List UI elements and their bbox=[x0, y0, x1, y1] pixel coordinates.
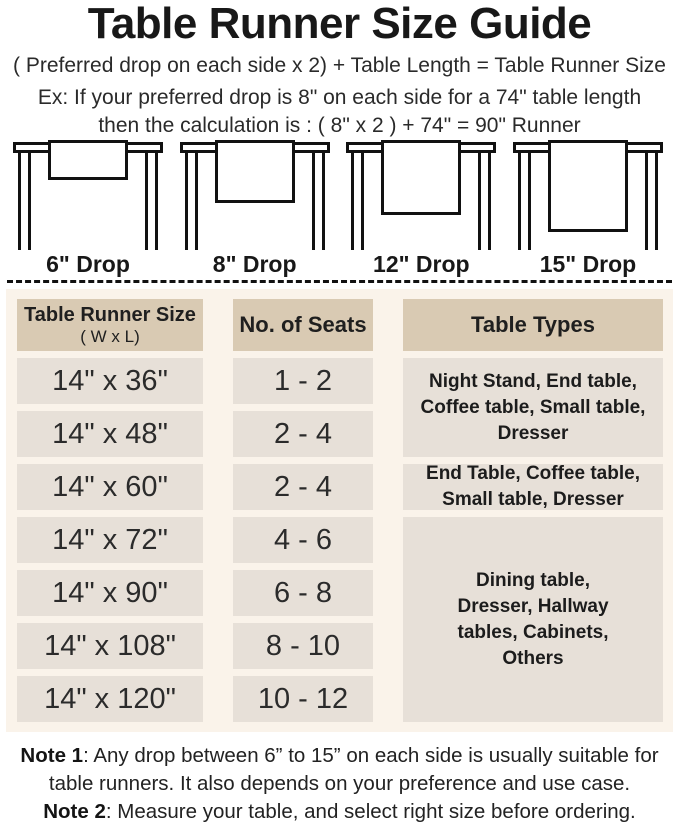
table-illustration-8-drop bbox=[179, 140, 330, 250]
note-2-text: : Measure your table, and select right s… bbox=[105, 800, 636, 823]
size-cell: 14" x 72" bbox=[17, 517, 203, 563]
formula-text: ( Preferred drop on each side x 2) + Tab… bbox=[13, 54, 666, 77]
drop-label-8: 8" Drop bbox=[212, 250, 297, 277]
size-guide-table: Table Runner Size ( W x L) No. of Seats … bbox=[6, 289, 673, 732]
table-types-cell: End Table, Coffee table, Small table, Dr… bbox=[403, 463, 663, 510]
page-title: Table Runner Size Guide bbox=[87, 0, 592, 48]
drop-labels-row: 6" Drop 8" Drop 12" Drop 15" Drop bbox=[0, 250, 679, 278]
size-cell: 14" x 90" bbox=[17, 570, 203, 616]
dashed-divider bbox=[7, 280, 672, 283]
table-leg bbox=[311, 153, 325, 250]
drop-illustrations bbox=[0, 140, 679, 250]
table-types-cell: Dining table, Dresser, Hallway tables, C… bbox=[403, 517, 663, 722]
notes-block: Note 1: Any drop between 6” to 15” on ea… bbox=[0, 742, 679, 826]
runner-shape bbox=[381, 140, 462, 215]
note-1-text: : Any drop between 6” to 15” on each sid… bbox=[48, 744, 659, 795]
note-1: Note 1: Any drop between 6” to 15” on ea… bbox=[0, 742, 679, 798]
seats-cell: 8 - 10 bbox=[233, 623, 373, 669]
column-header-runner-size-sub: ( W x L) bbox=[80, 327, 140, 346]
size-cell: 14" x 60" bbox=[17, 464, 203, 510]
table-types-cell: Night Stand, End table, Coffee table, Sm… bbox=[403, 358, 663, 457]
runner-shape bbox=[48, 140, 128, 180]
example-line-1: Ex: If your preferred drop is 8" on each… bbox=[37, 86, 642, 109]
table-leg bbox=[18, 153, 31, 250]
drop-label-12: 12" Drop bbox=[373, 250, 470, 277]
size-cell: 14" x 108" bbox=[17, 623, 203, 669]
table-leg bbox=[351, 153, 365, 250]
drop-label-15: 15" Drop bbox=[539, 250, 637, 277]
seats-cell: 2 - 4 bbox=[233, 411, 373, 457]
column-header-seats: No. of Seats bbox=[233, 299, 373, 351]
size-cell: 14" x 36" bbox=[17, 358, 203, 404]
column-header-runner-size-title: Table Runner Size bbox=[24, 304, 196, 326]
runner-shape bbox=[214, 140, 295, 203]
note-2: Note 2: Measure your table, and select r… bbox=[0, 798, 679, 826]
seats-cell: 1 - 2 bbox=[233, 358, 373, 404]
seats-cell: 2 - 4 bbox=[233, 464, 373, 510]
size-guide-grid: Table Runner Size ( W x L) No. of Seats … bbox=[17, 299, 673, 722]
table-leg bbox=[517, 153, 531, 250]
seats-cell: 10 - 12 bbox=[233, 676, 373, 722]
column-header-table-types: Table Types bbox=[403, 299, 663, 351]
note-1-label: Note 1 bbox=[20, 744, 84, 767]
table-leg bbox=[478, 153, 492, 250]
table-illustration-6-drop bbox=[13, 140, 163, 250]
table-illustration-15-drop bbox=[512, 140, 663, 250]
example-line-2: then the calculation is : ( 8" x 2 ) + 7… bbox=[98, 114, 581, 137]
size-cell: 14" x 120" bbox=[17, 676, 203, 722]
note-2-label: Note 2 bbox=[43, 800, 106, 823]
column-header-runner-size: Table Runner Size ( W x L) bbox=[17, 299, 203, 351]
drop-label-6: 6" Drop bbox=[46, 250, 130, 277]
table-leg bbox=[184, 153, 198, 250]
size-cell: 14" x 48" bbox=[17, 411, 203, 457]
runner-shape bbox=[547, 140, 628, 232]
table-illustration-12-drop bbox=[346, 140, 497, 250]
seats-cell: 6 - 8 bbox=[233, 570, 373, 616]
table-leg bbox=[145, 153, 158, 250]
seats-cell: 4 - 6 bbox=[233, 517, 373, 563]
table-leg bbox=[644, 153, 658, 250]
